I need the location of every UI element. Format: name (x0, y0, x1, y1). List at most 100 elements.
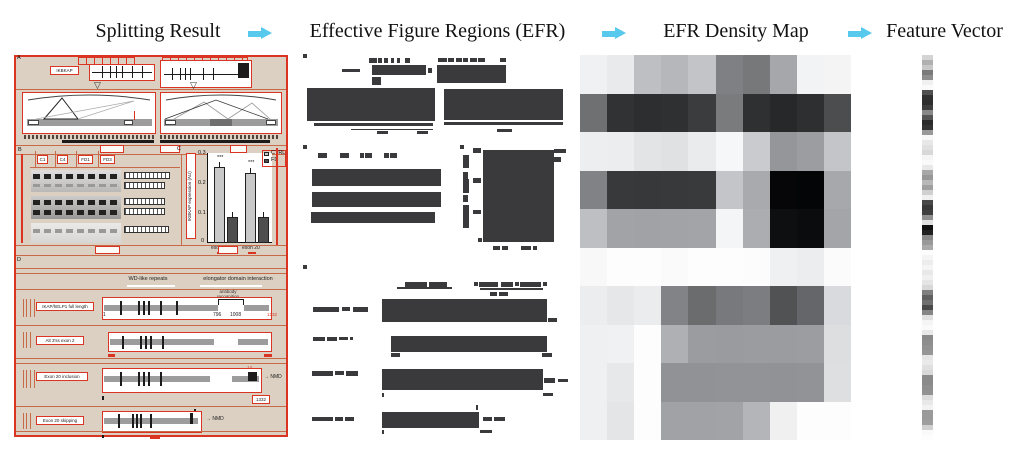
figure-shape (124, 198, 165, 205)
figure-text: CTRL (271, 150, 286, 156)
figure-shape (127, 285, 175, 287)
efr-region-block (391, 353, 400, 357)
efr-region-block (312, 417, 333, 421)
figure-text: *** (217, 155, 224, 161)
figure-text: 1332 (267, 312, 278, 317)
density-cell (661, 401, 689, 441)
feature-vector-cell (922, 340, 933, 345)
feature-vector-cell (922, 145, 933, 150)
efr-region-block (463, 205, 469, 228)
feature-vector-cell (922, 290, 933, 295)
density-cell (796, 209, 825, 248)
step-label-efr: Effective Figure Regions (EFR) (309, 20, 566, 42)
feature-vector-cell (922, 315, 933, 320)
figure-shape (190, 68, 191, 80)
density-cell (607, 286, 635, 325)
figure-shape (132, 66, 133, 78)
figure-shape (31, 223, 121, 243)
feature-vector-cell (922, 215, 933, 220)
density-cell (715, 132, 743, 171)
figure-shape (110, 66, 111, 78)
density-cell (715, 401, 743, 441)
efr-region-block (543, 393, 553, 396)
feature-vector-cell (922, 105, 933, 110)
figure-shape (33, 229, 119, 233)
efr-region-block (303, 145, 307, 149)
figure-shape (16, 289, 286, 290)
efr-region-block (542, 353, 552, 357)
efr-region-block (382, 393, 384, 397)
efr-region-block (480, 430, 492, 433)
efr-region-block (463, 172, 468, 179)
figure-shape (26, 413, 27, 429)
figure-shape (250, 168, 251, 173)
feature-vector-cell (922, 70, 933, 75)
density-cell (823, 247, 852, 287)
figure-shape (143, 301, 145, 315)
figure-shape (108, 354, 115, 357)
efr-region-block (405, 58, 410, 63)
efr-region-block (429, 282, 447, 287)
efr-region-block (335, 371, 344, 375)
feature-vector-cell (922, 250, 933, 255)
efr-region-block (474, 282, 478, 286)
feature-vector-cell (922, 100, 933, 105)
density-cell (769, 170, 798, 210)
figure-shape (30, 370, 31, 388)
efr-region-block (382, 430, 384, 434)
figure-text: 14 (247, 365, 253, 370)
step-label-feature-vector: Feature Vector (886, 20, 1003, 42)
feature-vector-cell (922, 300, 933, 305)
figure-shape (16, 154, 286, 155)
figure-shape (176, 301, 178, 315)
efr-region-block (460, 145, 464, 149)
efr-region-block (314, 123, 433, 126)
efr-region-block (463, 155, 469, 168)
feature-vector-cell (922, 175, 933, 180)
efr-region-block (476, 405, 478, 410)
figure-shape (264, 354, 272, 357)
density-cell (769, 93, 798, 133)
density-cell (769, 324, 798, 364)
feature-vector-cell (922, 425, 933, 430)
feature-vector-cell (922, 200, 933, 205)
figure-shape (203, 68, 204, 80)
figure-text: 1008 (230, 312, 242, 318)
feature-vector-cell (922, 360, 933, 365)
figure-shape (190, 413, 193, 424)
arrow-head (615, 27, 626, 39)
figure-shape (258, 217, 269, 243)
feature-vector-cell (922, 115, 933, 120)
efr-region-block (521, 246, 531, 250)
efr-region-block (438, 58, 447, 62)
efr-region-block (323, 153, 327, 158)
efr-region-block (303, 265, 307, 269)
density-cell (580, 286, 608, 325)
feature-vector-cell (922, 310, 933, 315)
density-cell (607, 209, 635, 248)
density-cell (607, 93, 635, 133)
feature-vector-cell (922, 430, 933, 435)
density-cell (688, 170, 716, 210)
density-cell (742, 55, 771, 94)
density-cell (661, 363, 689, 402)
figure-shape (100, 145, 124, 153)
density-cell (742, 286, 771, 325)
density-cell (823, 401, 852, 441)
efr-region-block (360, 153, 364, 158)
density-cell (661, 55, 689, 94)
feature-vector-cell (922, 130, 933, 135)
density-cell (688, 93, 716, 133)
efr-region-block (502, 246, 508, 250)
feature-vector-cell (922, 75, 933, 80)
efr-region-block (470, 58, 477, 62)
density-cell (661, 324, 689, 364)
figure-shape (160, 140, 270, 143)
feature-vector-cell (922, 85, 933, 90)
feature-vector-cell (922, 205, 933, 210)
figure-shape (55, 151, 56, 168)
feature-vector-cell (922, 135, 933, 140)
figure-text: FD (271, 157, 279, 163)
density-cell (580, 324, 608, 364)
figure-shape (138, 301, 140, 315)
